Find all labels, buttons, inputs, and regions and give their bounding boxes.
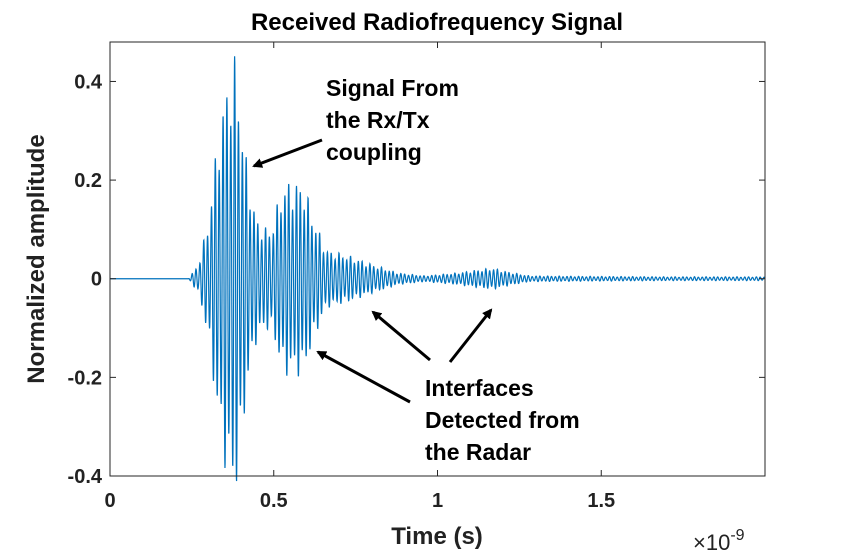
x-tick-label: 1: [432, 490, 443, 512]
x-tick-label: 0.5: [260, 490, 288, 512]
annotation-interfaces-line-3: the Radar: [425, 439, 531, 465]
y-axis-label: Normalized amplitude: [23, 134, 50, 383]
x-axis-label: Time (s): [391, 523, 483, 550]
arrow-coupling: [252, 138, 323, 168]
y-tick-label: 0.4: [74, 71, 103, 93]
annotation-coupling-line-3: coupling: [326, 139, 422, 165]
annotation-interfaces-line-1: Interfaces: [425, 375, 534, 401]
x-tick-label: 1.5: [587, 490, 615, 512]
plot-area: [110, 56, 766, 482]
annotation-coupling-line-2: the Rx/Tx: [326, 107, 430, 133]
x-tick-label: 0: [104, 490, 115, 512]
y-tick-label: 0: [91, 269, 102, 291]
axis-ticks: 0 0.5 1 1.5 -0.4 -0.2 0 0.2 0.4: [68, 42, 765, 512]
annotation-coupling-line-1: Signal From: [326, 75, 459, 101]
arrow-interface-3: [448, 308, 493, 363]
signal-line: [110, 56, 766, 482]
arrow-interface-1: [316, 350, 411, 404]
x-axis-exponent-power: -9: [730, 527, 744, 544]
annotation-coupling: Signal From the Rx/Tx coupling: [252, 75, 459, 168]
x-axis-exponent-base: ×10: [693, 530, 730, 555]
y-tick-label: -0.2: [68, 367, 102, 389]
chart-title: Received Radiofrequency Signal: [251, 9, 623, 36]
annotation-interfaces: Interfaces Detected from the Radar: [316, 308, 580, 465]
arrow-interface-2: [371, 310, 431, 362]
y-tick-label: 0.2: [74, 170, 102, 192]
x-axis-exponent: ×10-9: [693, 527, 745, 555]
y-tick-label: -0.4: [68, 466, 103, 488]
annotation-interfaces-line-2: Detected from: [425, 407, 580, 433]
